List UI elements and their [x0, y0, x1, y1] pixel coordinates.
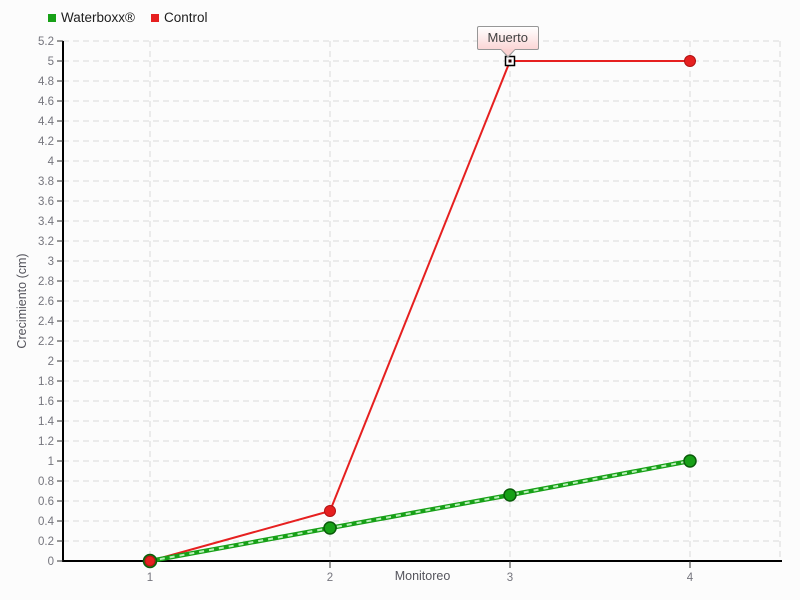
svg-text:2.6: 2.6: [38, 296, 54, 308]
legend-item-waterboxx[interactable]: Waterboxx®: [48, 10, 135, 25]
svg-text:1: 1: [147, 572, 153, 584]
x-axis-title: Monitoreo: [394, 569, 451, 583]
svg-text:5.2: 5.2: [38, 36, 54, 48]
svg-text:3: 3: [507, 572, 513, 584]
svg-text:3.8: 3.8: [38, 176, 54, 188]
svg-text:3.2: 3.2: [38, 236, 54, 248]
svg-text:5: 5: [48, 56, 54, 68]
svg-text:0.8: 0.8: [38, 476, 54, 488]
svg-text:0.6: 0.6: [38, 496, 54, 508]
svg-text:0: 0: [48, 556, 54, 568]
legend-label-waterboxx: Waterboxx®: [61, 10, 135, 25]
legend-item-control[interactable]: Control: [150, 10, 208, 25]
svg-text:1.8: 1.8: [38, 376, 54, 388]
svg-text:1: 1: [48, 456, 54, 468]
y-axis-title: Crecimiento (cm): [15, 253, 29, 349]
svg-text:2.2: 2.2: [38, 336, 54, 348]
svg-text:1.2: 1.2: [38, 436, 54, 448]
svg-text:4.2: 4.2: [38, 136, 54, 148]
svg-text:2.8: 2.8: [38, 276, 54, 288]
svg-text:3.6: 3.6: [38, 196, 54, 208]
svg-text:2: 2: [48, 356, 54, 368]
svg-text:4: 4: [687, 572, 694, 584]
legend-label-control: Control: [163, 10, 208, 25]
svg-text:4: 4: [48, 156, 55, 168]
svg-text:0.4: 0.4: [38, 516, 55, 528]
waterboxx-swatch-icon: [48, 13, 56, 22]
svg-text:0.2: 0.2: [38, 536, 54, 548]
svg-text:1.6: 1.6: [38, 396, 54, 408]
svg-text:3: 3: [48, 256, 54, 268]
legend: Waterboxx® Control: [48, 10, 208, 25]
svg-text:2: 2: [327, 572, 333, 584]
svg-text:3.4: 3.4: [38, 216, 55, 228]
svg-text:4.4: 4.4: [38, 116, 55, 128]
control-swatch-icon: [150, 13, 159, 22]
svg-text:1.4: 1.4: [38, 416, 55, 428]
svg-text:2.4: 2.4: [38, 316, 55, 328]
svg-text:4.8: 4.8: [38, 76, 54, 88]
muerto-annotation-callout: Muerto: [476, 26, 539, 58]
svg-text:4.6: 4.6: [38, 96, 54, 108]
